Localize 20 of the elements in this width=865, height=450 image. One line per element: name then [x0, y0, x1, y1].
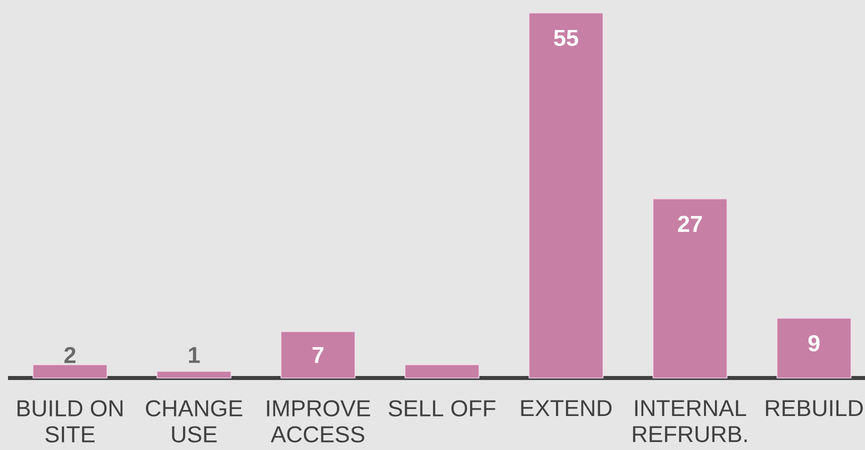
data-label: 2: [64, 346, 76, 364]
x-tick-label: CHANGE USE: [146, 400, 242, 442]
x-tick-label: BUILD ON SITE: [18, 400, 122, 442]
x-tick-label: INTERNAL REFRURB.: [633, 400, 747, 442]
bar: [156, 370, 232, 378]
bar: [528, 12, 604, 378]
bar: [652, 198, 728, 378]
data-label: 27: [678, 216, 702, 232]
bar: [776, 318, 852, 378]
data-label: 7: [312, 347, 324, 363]
x-tick-label: REBUILD: [766, 400, 863, 416]
data-label: 1: [189, 347, 200, 363]
x-tick-label: SELL OFF: [388, 400, 496, 416]
bar: [404, 364, 480, 378]
bar: [280, 331, 356, 378]
data-label: 55: [554, 30, 578, 46]
x-tick-label: EXTEND: [521, 400, 612, 416]
data-label: 9: [808, 335, 820, 352]
x-tick-label: IMPROVE ACCESS: [267, 400, 370, 442]
bar: [32, 364, 108, 378]
